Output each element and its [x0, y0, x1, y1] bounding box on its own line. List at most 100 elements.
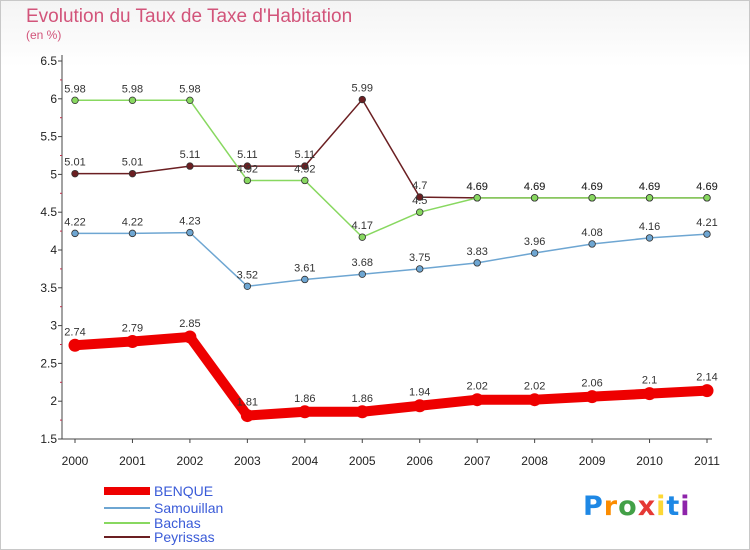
data-point-benque — [585, 390, 599, 404]
data-point-benque — [413, 399, 427, 413]
y-tick-label: 5 — [50, 167, 57, 181]
data-label-samouillan: 3.61 — [294, 262, 315, 274]
data-label-samouillan: 3.96 — [524, 236, 545, 248]
data-point-samouillan — [358, 270, 366, 278]
data-point-peyrissas — [243, 162, 252, 170]
data-point-samouillan — [243, 282, 252, 290]
y-tick-label: 6 — [50, 92, 57, 106]
data-point-peyrissas — [416, 193, 424, 201]
data-point-benque — [355, 405, 369, 419]
data-point-bachas — [186, 96, 194, 105]
legend-label-samouillan: Samouillan — [154, 500, 223, 516]
data-point-peyrissas — [71, 169, 79, 178]
y-tick-label: 1.5 — [40, 432, 57, 446]
data-point-bachas — [530, 194, 539, 202]
x-tick-label: 2005 — [349, 454, 376, 468]
y-tick-label: 2.5 — [40, 356, 57, 370]
data-label-bachas: 5.98 — [122, 83, 143, 95]
data-point-bachas — [645, 194, 654, 202]
x-tick-label: 2006 — [406, 454, 433, 468]
data-label-bachas: 4.92 — [294, 163, 315, 175]
data-point-bachas — [358, 233, 366, 241]
data-point-peyrissas — [358, 95, 366, 104]
data-point-samouillan — [71, 229, 79, 238]
data-label-bachas: 4.92 — [237, 163, 258, 175]
data-label-samouillan: 3.52 — [237, 269, 258, 281]
data-point-samouillan — [416, 265, 424, 273]
data-point-benque — [528, 393, 542, 407]
legend-label-bachas: Bachas — [154, 515, 201, 531]
data-point-bachas — [703, 194, 711, 202]
data-label-samouillan: 4.22 — [122, 216, 143, 228]
data-label-benque: 2.02 — [524, 381, 545, 393]
x-tick-label: 2001 — [119, 454, 146, 468]
data-label-peyrissas: 5.11 — [237, 149, 258, 161]
data-label-benque: 2.79 — [122, 322, 143, 334]
data-label-peyrissas: 4.69 — [639, 181, 660, 193]
data-label-benque: 1.86 — [352, 393, 373, 405]
data-point-samouillan — [703, 230, 711, 238]
data-label-benque: 2.02 — [466, 381, 487, 393]
data-label-bachas: 4.69 — [696, 181, 717, 193]
data-label-peyrissas: 4.7 — [412, 180, 427, 192]
y-tick-label: 4 — [50, 243, 57, 257]
y-tick-label: 2 — [50, 394, 57, 408]
data-label-benque: 2.1 — [642, 375, 657, 387]
data-label-bachas: 4.69 — [581, 181, 602, 193]
data-point-bachas — [588, 194, 596, 202]
series-line-bachas — [74, 99, 708, 238]
data-point-benque — [240, 409, 254, 423]
data-label-benque: 1.81 — [237, 397, 258, 409]
data-point-benque — [298, 405, 312, 419]
data-point-samouillan — [128, 229, 137, 238]
data-point-bachas — [128, 96, 137, 105]
data-point-peyrissas — [301, 162, 309, 170]
data-label-samouillan: 4.16 — [639, 221, 660, 233]
data-point-samouillan — [473, 259, 481, 267]
data-label-peyrissas: 5.99 — [352, 83, 373, 95]
data-point-benque — [643, 387, 657, 401]
data-label-samouillan: 3.83 — [466, 246, 487, 258]
chart-unit-label: (en %) — [26, 28, 62, 42]
x-tick-label: 2000 — [62, 454, 89, 468]
legend-label-benque: BENQUE — [154, 483, 213, 499]
series-line-peyrissas — [74, 98, 708, 199]
data-point-bachas — [473, 194, 481, 202]
x-tick-label: 2009 — [579, 454, 606, 468]
data-label-peyrissas: 5.11 — [295, 149, 316, 161]
data-point-peyrissas — [128, 169, 137, 178]
data-label-bachas: 4.69 — [639, 181, 660, 193]
data-label-samouillan: 4.21 — [696, 217, 717, 229]
data-label-benque: 2.85 — [179, 318, 200, 330]
data-point-samouillan — [588, 240, 596, 248]
data-point-samouillan — [186, 228, 194, 237]
data-label-peyrissas: 4.69 — [466, 181, 487, 193]
x-tick-label: 2002 — [177, 454, 204, 468]
x-tick-label: 2007 — [464, 454, 491, 468]
data-point-bachas — [71, 96, 79, 105]
data-label-benque: 2.06 — [581, 378, 602, 390]
data-point-samouillan — [301, 275, 309, 284]
data-label-bachas: 5.98 — [64, 83, 85, 95]
data-label-benque: 2.14 — [696, 372, 717, 384]
data-label-benque: 1.86 — [294, 393, 315, 405]
data-label-bachas: 4.69 — [466, 181, 487, 193]
data-label-peyrissas: 5.11 — [180, 149, 201, 161]
x-tick-label: 2008 — [521, 454, 548, 468]
data-point-samouillan — [645, 234, 654, 242]
y-tick-label: 3.5 — [40, 281, 57, 295]
series-line-samouillan — [74, 231, 708, 288]
data-label-bachas: 4.17 — [352, 220, 373, 232]
data-label-benque: 2.74 — [64, 326, 85, 338]
data-label-bachas: 5.98 — [179, 83, 200, 95]
data-point-benque — [125, 334, 139, 348]
data-point-peyrissas — [186, 162, 194, 170]
data-label-peyrissas: 5.01 — [122, 157, 143, 169]
data-point-bachas — [243, 176, 252, 185]
chart-title: Evolution du Taux de Taxe d'Habitation — [26, 6, 353, 27]
proxiti-logo: Proxiti — [583, 491, 691, 522]
data-label-samouillan: 3.75 — [409, 252, 430, 264]
data-label-benque: 1.94 — [409, 387, 430, 399]
data-point-benque — [183, 330, 197, 344]
